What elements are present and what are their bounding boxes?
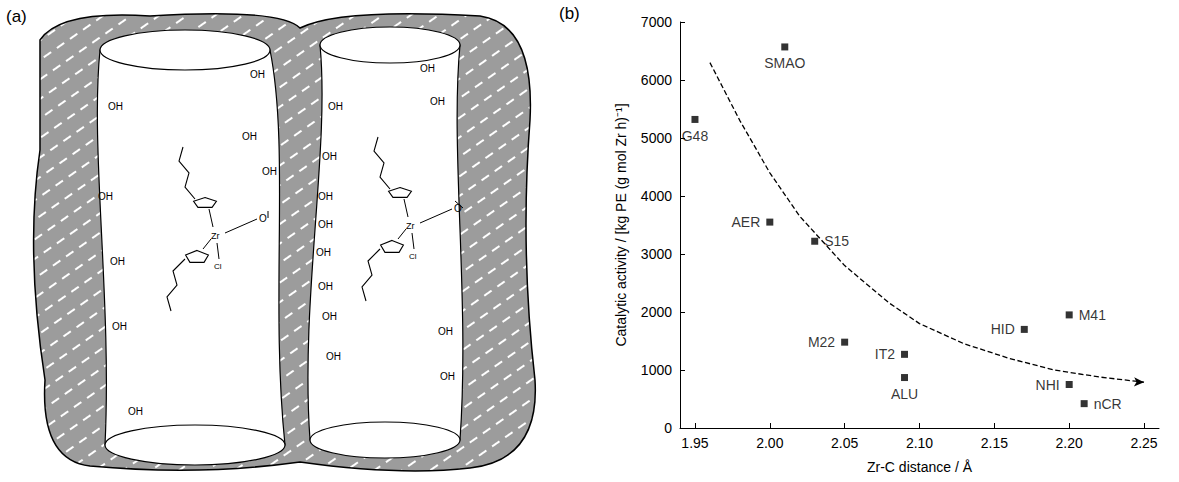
svg-text:2.00: 2.00 [756,435,783,451]
svg-text:AER: AER [732,214,761,230]
svg-text:NHI: NHI [1036,377,1060,393]
svg-text:S15: S15 [824,233,850,250]
svg-text:HID: HID [991,321,1015,337]
svg-text:OH: OH [322,311,337,322]
svg-text:M41: M41 [1079,307,1106,323]
svg-text:(a): (a) [6,7,27,26]
svg-text:Cl: Cl [214,262,222,271]
svg-text:OH: OH [318,281,333,292]
svg-text:1000: 1000 [641,362,672,378]
svg-text:OH: OH [98,191,113,202]
svg-text:6000: 6000 [641,72,672,88]
svg-text:7000: 7000 [641,14,672,30]
svg-text:O: O [259,213,267,224]
svg-text:OH: OH [262,166,277,177]
svg-text:Cl: Cl [409,252,417,261]
svg-text:OH: OH [430,96,445,107]
svg-text:OH: OH [250,69,265,80]
svg-text:4000: 4000 [641,188,672,204]
html-text:(b): (b) [559,4,580,23]
svg-text:2.20: 2.20 [1056,435,1083,451]
svg-text:OH: OH [110,256,125,267]
svg-text:OH: OH [318,219,333,230]
svg-text:OH: OH [128,406,143,417]
svg-text:Zr: Zr [211,231,220,241]
svg-text:OH: OH [420,63,435,74]
svg-text:0: 0 [664,420,672,436]
svg-text:OH: OH [318,191,333,202]
svg-text:OH: OH [322,151,337,162]
svg-text:OH: OH [112,321,127,332]
svg-text:SMAO: SMAO [764,55,805,71]
svg-text:1.95: 1.95 [681,435,708,451]
svg-text:Zr-C distance / Å: Zr-C distance / Å [867,459,973,475]
svg-text:2.15: 2.15 [981,435,1008,451]
svg-text:Catalytic activity / [kg PE (g: Catalytic activity / [kg PE (g mol Zr h)… [613,103,629,346]
svg-text:OH: OH [242,131,257,142]
svg-text:2.25: 2.25 [1130,435,1157,451]
svg-text:IT2: IT2 [875,346,895,362]
svg-text:OH: OH [326,351,341,362]
svg-text:O: O [454,203,462,214]
svg-text:G48: G48 [682,128,709,144]
svg-text:ALU: ALU [891,386,918,402]
svg-text:OH: OH [328,101,343,112]
svg-text:2.10: 2.10 [906,435,933,451]
svg-text:2000: 2000 [641,304,672,320]
svg-text:OH: OH [108,101,123,112]
svg-text:OH: OH [438,326,453,337]
svg-text:Zr: Zr [406,221,415,231]
svg-text:2.05: 2.05 [831,435,858,451]
svg-text:3000: 3000 [641,246,672,262]
svg-text:OH: OH [440,371,455,382]
svg-text:OH: OH [316,247,331,258]
svg-text:nCR: nCR [1094,396,1122,412]
svg-text:M22: M22 [808,334,835,350]
svg-text:5000: 5000 [641,130,672,146]
